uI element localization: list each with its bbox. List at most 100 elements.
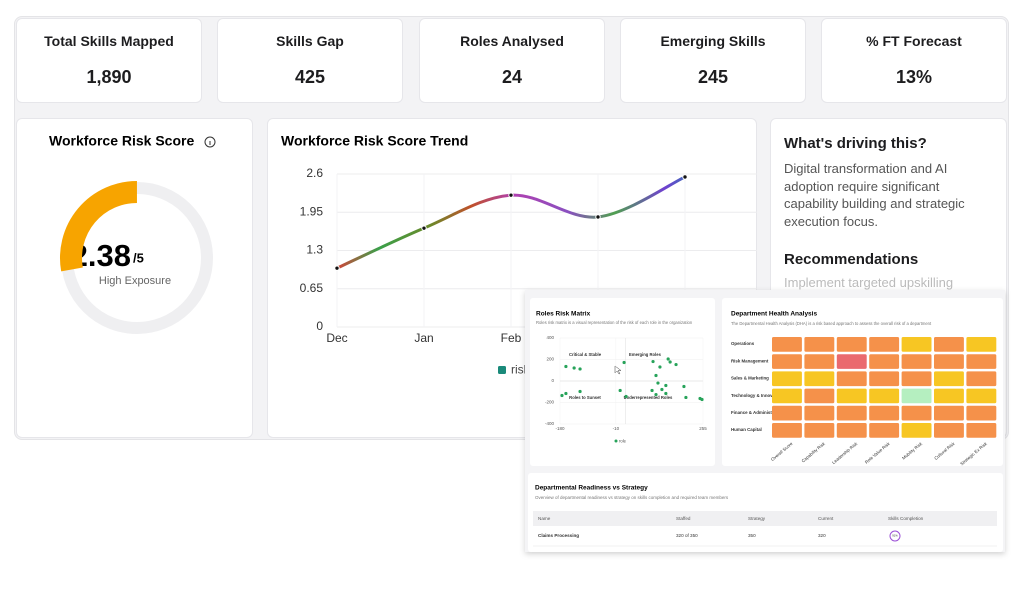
kpi-label: Emerging Skills	[660, 33, 766, 49]
heat-cell	[934, 388, 964, 404]
heat-cell	[804, 354, 835, 369]
health-title: Department Health Analysis	[731, 311, 817, 318]
scatter-point	[654, 392, 658, 397]
kpi-value: 13%	[895, 67, 933, 87]
kpi-value: 245	[697, 67, 729, 87]
trend-point	[595, 214, 601, 220]
x-tick-label: Feb	[501, 331, 522, 345]
row-label: Sales & Marketing	[731, 376, 769, 381]
cursor	[614, 365, 622, 375]
heat-cell	[901, 388, 932, 404]
info-icon[interactable]	[204, 136, 216, 148]
table-header-cell: Name	[538, 516, 551, 521]
kpi-value: 425	[294, 67, 326, 87]
table-header	[533, 511, 997, 526]
insights-title: What's driving this?	[784, 135, 927, 152]
heat-cell	[869, 388, 900, 404]
y-tick-label: 400	[546, 335, 554, 340]
heat-cell	[934, 405, 964, 421]
row-label: Finance & Administration	[731, 410, 784, 415]
heat-cell	[869, 354, 900, 369]
scatter-point	[564, 364, 568, 369]
heat-cell	[934, 354, 964, 369]
heat-cell	[901, 405, 932, 421]
scatter-point	[674, 362, 678, 367]
scatter-point	[618, 388, 622, 393]
heat-cell	[869, 371, 900, 387]
heat-cell	[804, 371, 835, 387]
heat-cell	[966, 337, 997, 352]
kpi-value: 24	[501, 67, 523, 87]
scatter-point	[660, 387, 664, 392]
quadrant-label: Roles to Sunset	[569, 395, 601, 400]
legend-swatch	[614, 439, 618, 443]
scatter-point	[578, 389, 582, 394]
trend-point	[682, 174, 688, 180]
scatter-point	[564, 391, 568, 396]
table-cell: 320	[818, 533, 826, 538]
progress-ring	[889, 530, 901, 542]
x-tick-label: Dec	[326, 331, 347, 345]
x-tick-label: -180	[555, 426, 565, 431]
heat-cell	[869, 337, 900, 352]
kpi-card: Emerging Skills 245	[620, 18, 806, 103]
y-tick-label: -200	[545, 400, 555, 405]
scatter-point	[654, 373, 658, 378]
table-cell: Claims Processing	[538, 533, 579, 538]
gauge-title: Workforce Risk Score	[49, 133, 194, 149]
heat-cell	[966, 423, 997, 438]
trend-point	[508, 192, 514, 198]
heat-cell	[966, 354, 997, 369]
scatter-point	[560, 393, 564, 398]
scatter-point	[622, 360, 626, 365]
quadrant-label: Emerging Roles	[629, 352, 662, 357]
kpi-label: Total Skills Mapped	[44, 33, 174, 49]
heat-cell	[934, 371, 964, 387]
heat-cell	[869, 423, 900, 438]
recommendation: Implement targeted upskilling	[784, 275, 954, 290]
legend-label: role	[619, 439, 627, 444]
kpi-label: % FT Forecast	[866, 33, 962, 49]
scatter-point	[572, 366, 576, 370]
heat-cell	[836, 405, 867, 421]
heat-cell	[804, 388, 835, 404]
kpi-card: Total Skills Mapped 1,890	[16, 18, 202, 103]
y-tick-label: 200	[546, 357, 554, 362]
heat-cell	[836, 371, 867, 387]
y-tick-label: 0.65	[300, 281, 324, 295]
y-tick-label: 1.95	[300, 204, 324, 218]
heat-cell	[772, 354, 802, 369]
quadrant-label: Critical & Stable	[569, 352, 602, 357]
x-tick-label: -10	[613, 426, 620, 431]
heat-cell	[836, 337, 867, 352]
x-tick-label: 255	[699, 426, 707, 431]
row-label: Operations	[731, 341, 755, 346]
quadrant-label: Underrepresented Roles	[624, 395, 673, 400]
kpi-value: 1,890	[86, 67, 132, 87]
scatter-point	[656, 381, 660, 385]
table-header-cell: Current	[818, 516, 834, 521]
kpi-card: Roles Analysed 24	[419, 18, 605, 103]
y-tick-label: -400	[545, 421, 555, 426]
scatter-point	[668, 360, 672, 364]
row-label: Technology & Innovation	[731, 393, 783, 398]
kpi-card: % FT Forecast 13%	[821, 18, 1007, 103]
table-cell: 350	[748, 533, 756, 538]
insights-body: Digital transformation and AI adoption r…	[784, 161, 965, 229]
row-label: Risk Management	[731, 358, 769, 363]
heat-cell	[804, 337, 835, 352]
table-header-cell: Skills Completion	[888, 516, 924, 521]
heat-cell	[966, 371, 997, 387]
y-tick-label: 1.3	[306, 243, 323, 257]
heat-cell	[836, 354, 867, 369]
table-subtitle: Overview of departmental readiness vs st…	[535, 495, 729, 500]
heat-cell	[836, 388, 867, 404]
heat-cell	[772, 337, 802, 352]
heat-cell	[772, 371, 802, 387]
scatter-point	[664, 383, 668, 388]
table-cell: 91%	[892, 534, 898, 538]
gauge-card	[16, 118, 253, 438]
heat-cell	[869, 405, 900, 421]
scatter-point	[650, 388, 654, 393]
